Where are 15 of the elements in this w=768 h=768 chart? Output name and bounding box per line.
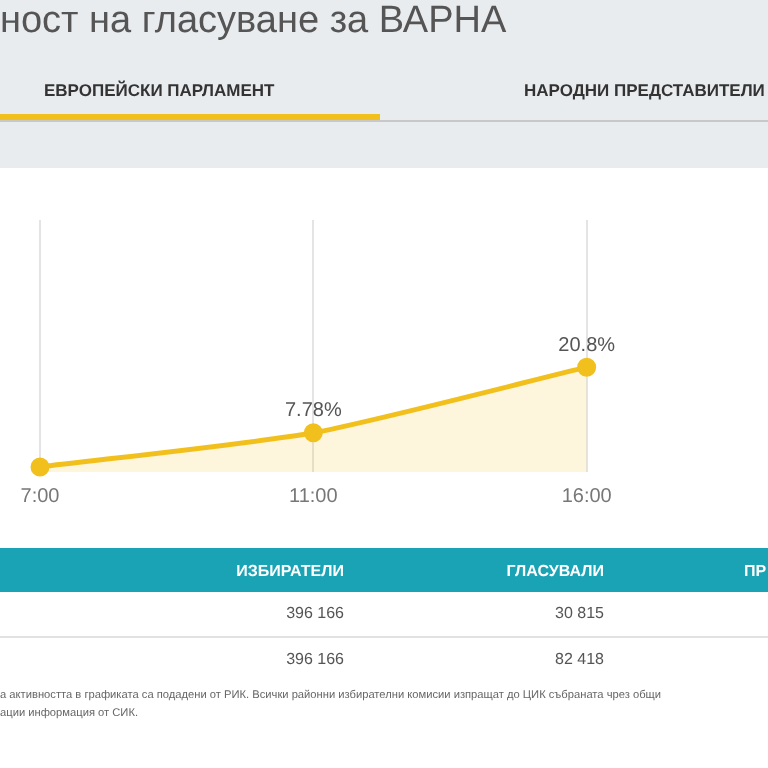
text: НАРОДНИ ПРЕДСТАВИТЕЛИ — [524, 80, 765, 100]
text: ЕВРОПЕЙСКИ ПАРЛАМЕНТ — [44, 80, 275, 100]
x-tick-label: 11:00 — [289, 485, 339, 508]
x-tick-label: 7:00 — [20, 485, 61, 508]
x-tick-label: 16:00 — [561, 485, 613, 508]
data-label: 20.8% — [558, 334, 616, 357]
text: 396 166 — [284, 604, 344, 622]
chart-title: ност на гласуване за ВАРНА — [0, 0, 507, 44]
text: 30 815 — [553, 604, 604, 622]
text: 82 418 — [553, 650, 604, 668]
text: ГЛАСУВАЛИ — [504, 562, 604, 580]
text: ПР — [744, 562, 767, 580]
text: 396 166 — [284, 650, 344, 668]
data-label: 7.78% — [284, 400, 342, 423]
text: ИЗБИРАТЕЛИ — [234, 562, 344, 580]
